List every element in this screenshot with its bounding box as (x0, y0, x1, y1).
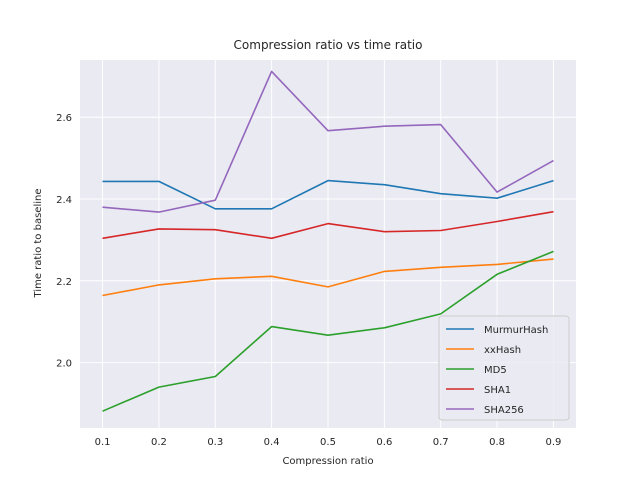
x-tick-label: 0.1 (95, 437, 111, 448)
legend-label: SHA1 (484, 385, 511, 396)
y-tick-label: 2.0 (56, 359, 72, 370)
x-tick-labels: 0.1 0.2 0.3 0.4 0.5 0.6 0.7 0.8 0.9 (95, 437, 562, 448)
x-tick-label: 0.3 (207, 437, 223, 448)
x-tick-label: 0.2 (151, 437, 167, 448)
x-tick-label: 0.7 (433, 437, 449, 448)
x-tick-label: 0.4 (264, 437, 280, 448)
series-line (102, 179, 554, 210)
series-line (102, 210, 554, 240)
legend-label: SHA256 (484, 405, 524, 416)
y-axis-label: Time ratio to baseline (33, 189, 44, 299)
legend-box (438, 315, 570, 421)
series-line (102, 70, 554, 213)
series-lines (102, 70, 554, 412)
legend: MurmurHash xxHash MD5 SHA1 SHA256 (438, 315, 570, 421)
series-line (102, 258, 554, 297)
legend-label: MD5 (484, 365, 507, 376)
x-tick-label: 0.6 (376, 437, 392, 448)
x-tick-label: 0.9 (546, 437, 562, 448)
y-tick-label: 2.4 (56, 195, 72, 206)
x-axis-label: Compression ratio (282, 456, 373, 467)
x-tick-label: 0.5 (320, 437, 336, 448)
chart-title: Compression ratio vs time ratio (234, 38, 423, 52)
y-tick-label: 2.2 (56, 277, 72, 288)
legend-label: MurmurHash (484, 325, 548, 336)
y-tick-labels: 2.0 2.2 2.4 2.6 (56, 113, 72, 369)
series-line (102, 250, 554, 412)
y-tick-label: 2.6 (56, 113, 72, 124)
x-tick-label: 0.8 (489, 437, 505, 448)
legend-label: xxHash (484, 345, 521, 356)
